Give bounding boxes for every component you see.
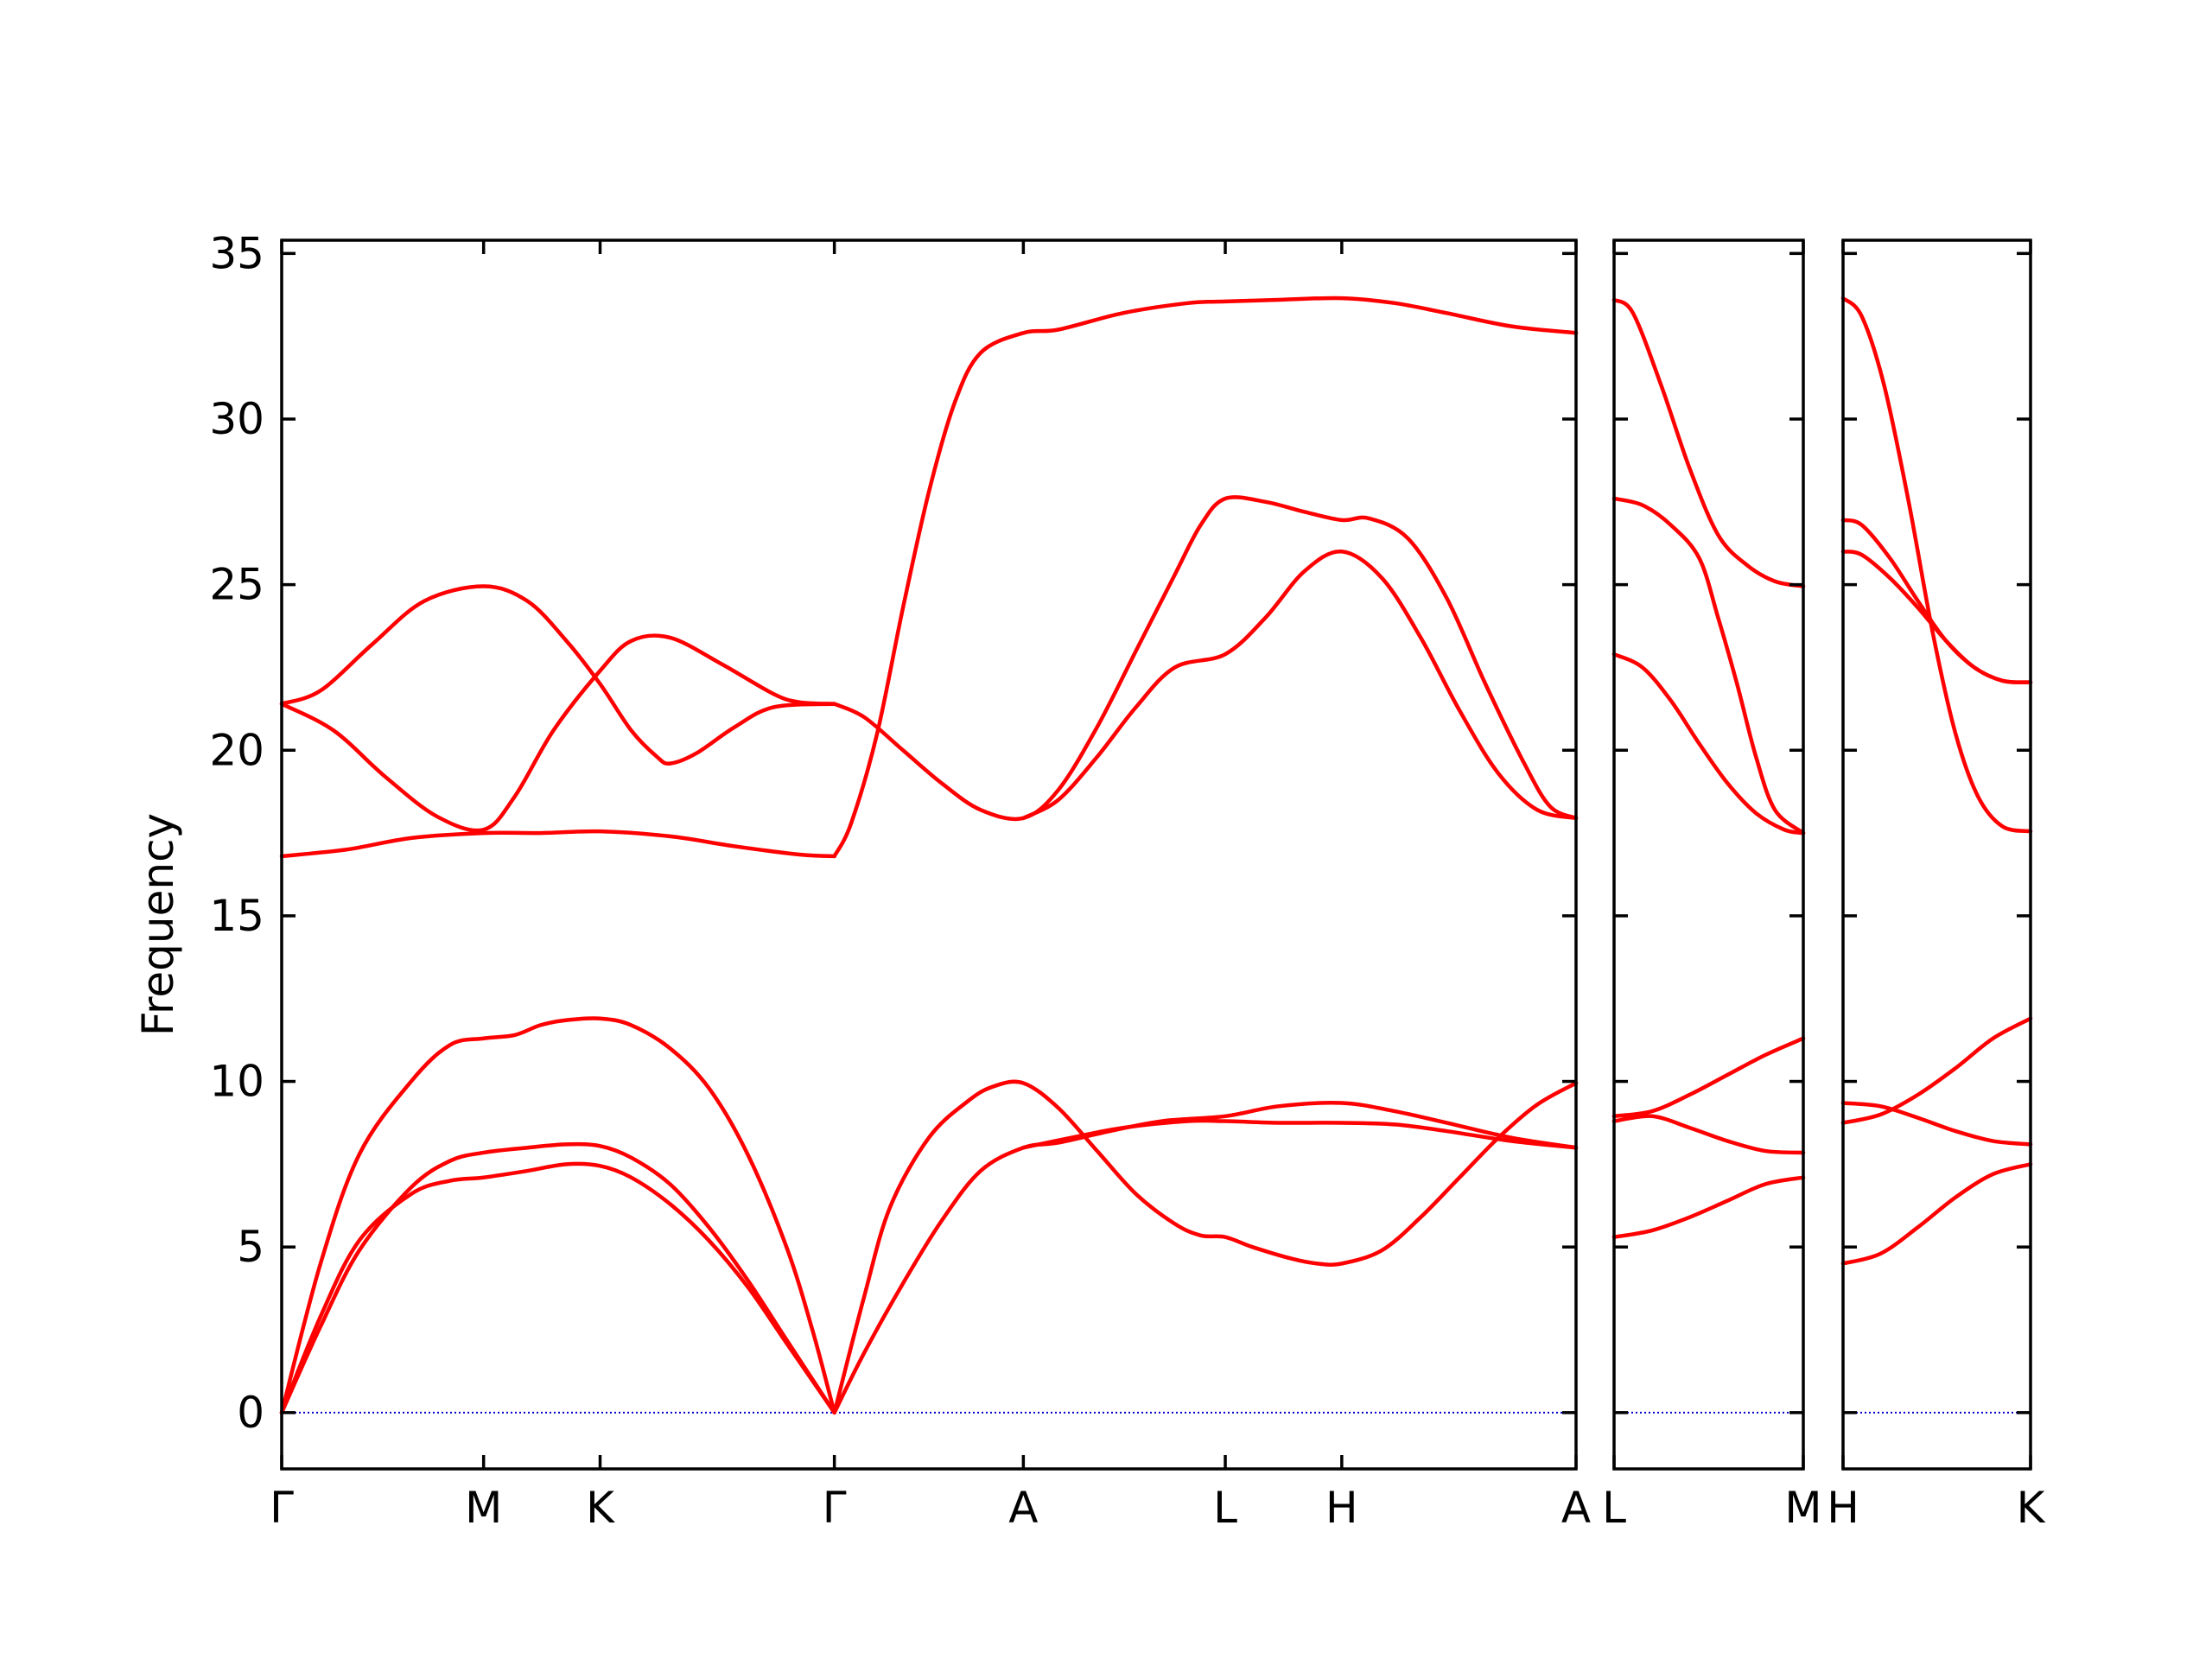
y-tick-label: 0	[237, 1388, 264, 1438]
band-line-6	[1840, 1162, 2033, 1266]
band-line-10	[832, 296, 1579, 859]
x-tick-label: L	[1602, 1483, 1626, 1533]
y-tick-label: 25	[209, 560, 264, 610]
band-line-1	[1840, 296, 2033, 834]
panel-1: 0 5 10 15 20 25 30 35 Γ M K Γ A L H A	[209, 228, 1591, 1533]
x-tick-label: K	[586, 1483, 615, 1533]
band-line-7	[832, 1079, 1579, 1415]
x-tick-label: Γ	[270, 1483, 294, 1533]
band-line-9	[1021, 1118, 1579, 1150]
band-line-1	[279, 1016, 836, 1415]
y-tick-label: 20	[209, 725, 264, 775]
band-line-3	[1611, 652, 1806, 836]
x-tick-label: M	[465, 1483, 502, 1533]
band-line-5	[1611, 1114, 1806, 1155]
y-tick-label: 5	[237, 1222, 264, 1272]
band-line-11	[832, 495, 1579, 822]
y-tick-label: 15	[209, 891, 264, 941]
band-line-3	[1840, 550, 2033, 684]
x-tick-label: L	[1213, 1483, 1237, 1533]
band-line-4	[1611, 1036, 1806, 1119]
y-tick-label: 30	[209, 394, 264, 444]
band-line-12	[1021, 550, 1579, 821]
x-tick-label: A	[1561, 1483, 1591, 1533]
y-tick-label: 10	[209, 1057, 264, 1107]
panel-frame	[1612, 238, 1805, 1471]
band-line-4	[279, 829, 836, 859]
x-tick-label: A	[1008, 1483, 1038, 1533]
band-line-3	[279, 1161, 836, 1415]
band-line-2	[1611, 496, 1806, 836]
band-line-5	[1840, 1101, 2033, 1147]
x-tick-label: M	[1784, 1483, 1821, 1533]
x-tick-label: H	[1827, 1483, 1859, 1533]
band-line-2	[279, 1141, 836, 1415]
x-tick-label: H	[1325, 1483, 1358, 1533]
panel-frame	[280, 238, 1578, 1471]
panel-frame	[1841, 238, 2032, 1471]
x-tick-label: K	[2017, 1483, 2046, 1533]
y-axis-label: Frequency	[133, 813, 183, 1036]
band-line-5	[279, 633, 836, 833]
band-line-6	[279, 584, 836, 766]
y-tick-label: 35	[209, 228, 264, 278]
band-line-4	[1840, 1016, 2033, 1125]
band-line-8	[832, 1101, 1579, 1415]
x-tick-label: Γ	[823, 1483, 847, 1533]
band-line-1	[1611, 297, 1806, 588]
band-line-6	[1611, 1175, 1806, 1239]
